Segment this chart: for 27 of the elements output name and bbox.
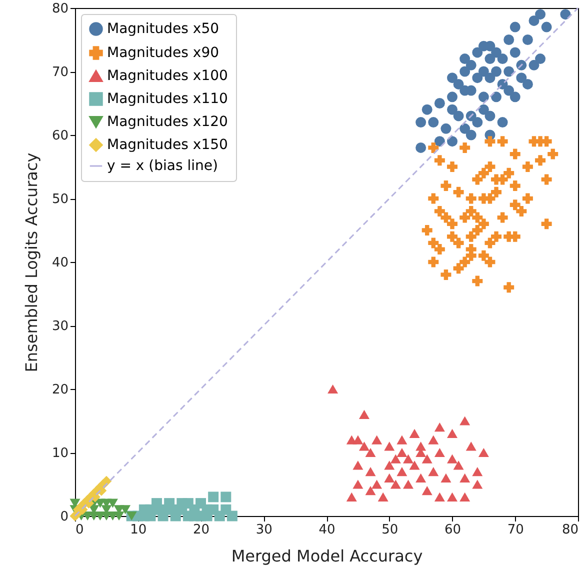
y-axis-title: Ensembled Logits Accuracy <box>22 152 41 372</box>
legend-label: Magnitudes x120 <box>107 114 228 130</box>
x-axis-title: Merged Model Accuracy <box>231 546 423 566</box>
x-tick-label: 20 <box>192 522 210 538</box>
legend-label: Magnitudes x90 <box>107 45 220 61</box>
legend-label: Magnitudes x100 <box>107 68 228 84</box>
x-tick-label: 50 <box>382 522 398 538</box>
x-tick-label: 70 <box>507 522 524 538</box>
y-tick-label: 50 <box>52 192 68 207</box>
legend-label: Magnitudes x110 <box>107 91 228 107</box>
x-tick-label: 30 <box>256 522 272 538</box>
x-tick-label: 0 <box>76 522 84 538</box>
legend-label: Magnitudes x150 <box>107 137 228 153</box>
y-tick-label: 0 <box>60 510 68 524</box>
y-tick-label: 80 <box>52 2 68 16</box>
y-tick-label: 60 <box>52 128 68 144</box>
y-tick-label: 40 <box>52 256 68 270</box>
x-tick-label: 40 <box>318 522 336 538</box>
y-tick-label: 10 <box>52 446 68 461</box>
legend-label: Magnitudes x50 <box>107 21 220 37</box>
legend-label: y = x (bias line) <box>107 158 218 174</box>
x-tick-label: 60 <box>444 522 462 538</box>
x-tick-label: 10 <box>130 522 147 538</box>
y-tick-label: 70 <box>52 65 68 80</box>
y-tick-label: 30 <box>52 319 68 334</box>
y-tick-label: 20 <box>52 382 68 398</box>
x-tick-label: 80 <box>562 522 578 538</box>
